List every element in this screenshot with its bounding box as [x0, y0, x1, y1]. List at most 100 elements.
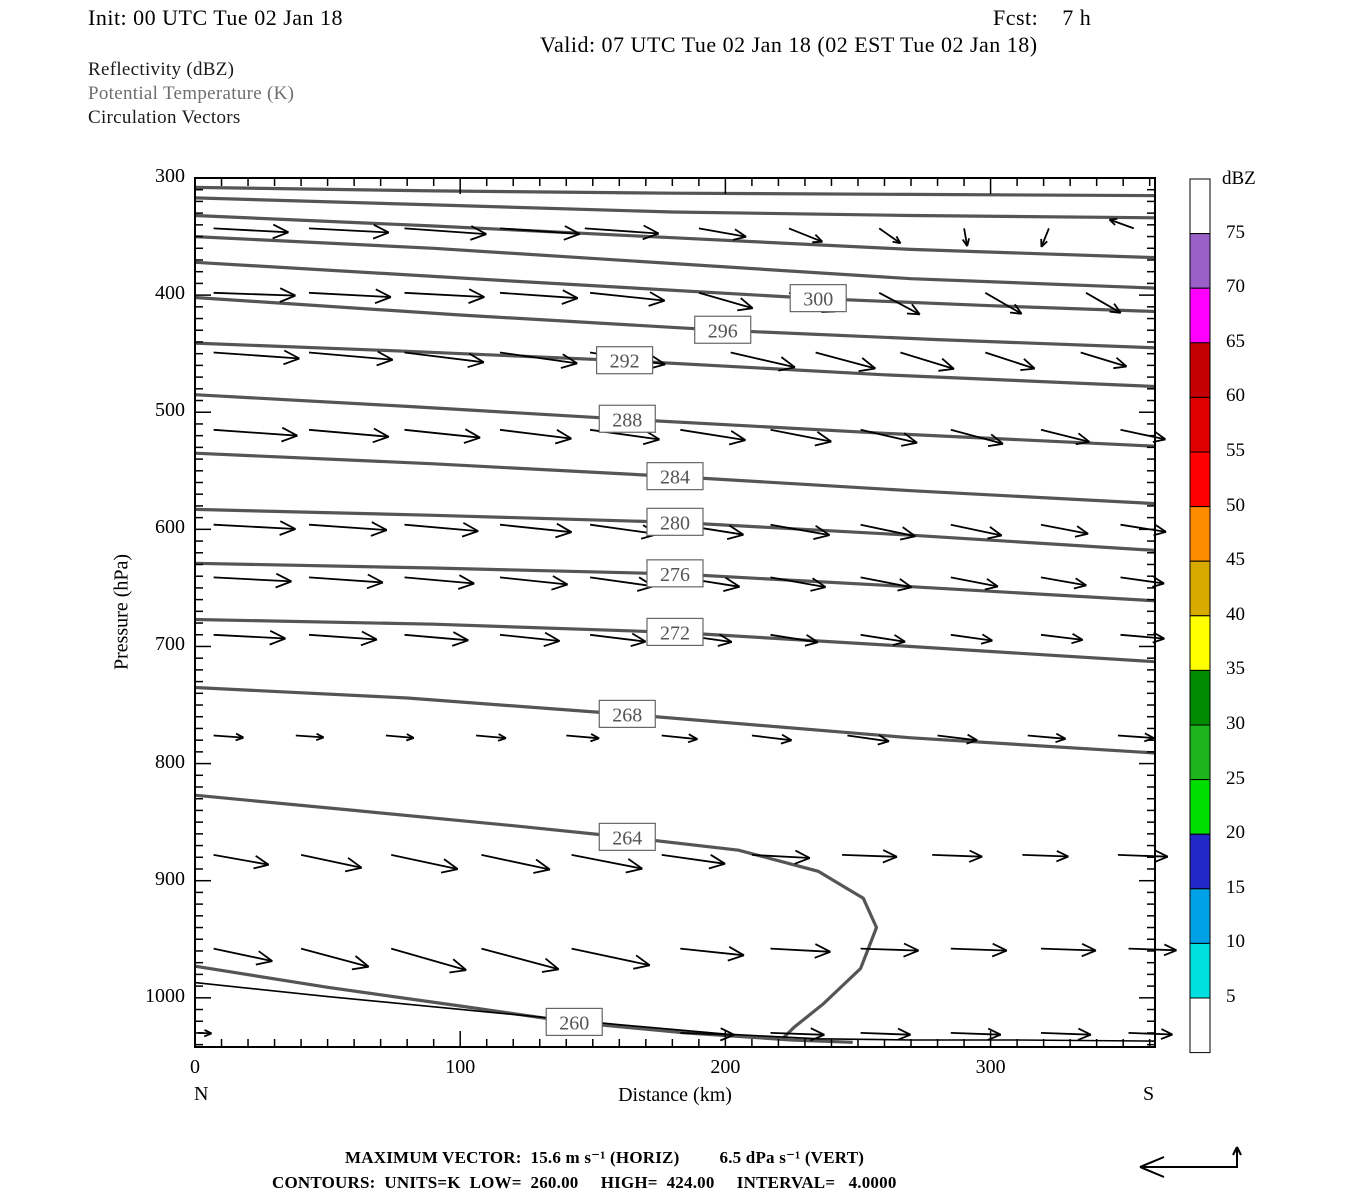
contour-label-280: 280: [660, 512, 690, 534]
circulation-vector: [213, 629, 286, 646]
theta-contour-292: [194, 341, 1156, 389]
circulation-vector: [1080, 351, 1128, 370]
circulation-vector: [751, 733, 793, 745]
circulation-vector: [1040, 942, 1097, 958]
circulation-vector: [698, 291, 754, 312]
circulation-vector: [770, 523, 831, 540]
circulation-vector: [680, 946, 745, 962]
colorbar-title: dBZ: [1222, 168, 1256, 189]
theta-contour-308: [194, 213, 1156, 260]
valid-time-label: Valid: 07 UTC Tue 02 Jan 18 (02 EST Tue …: [540, 32, 1038, 57]
circulation-vector: [499, 289, 579, 305]
circulation-vector: [404, 288, 485, 304]
y-tick-label-800: 800: [155, 750, 185, 773]
circulation-vector: [590, 291, 666, 307]
contour-label-260: 260: [559, 1012, 589, 1034]
contour-label-272: 272: [660, 622, 690, 644]
colorbar-tick-label-35: 35: [1226, 658, 1245, 680]
contour-label-box-264: [598, 822, 656, 851]
circulation-vector: [1040, 633, 1084, 645]
y-tick-label-500: 500: [155, 399, 185, 422]
theta-contour-260: [194, 964, 853, 1044]
forecast-hour-label: Fcst: 7 h: [993, 5, 1092, 30]
circulation-vector: [770, 428, 832, 447]
circulation-vector: [984, 292, 1023, 315]
circulation-vector: [499, 575, 569, 591]
contour-label-268: 268: [612, 704, 642, 726]
circulation-vector: [404, 631, 469, 647]
circulation-vector: [950, 523, 1003, 540]
colorbar-segment: [1189, 560, 1211, 617]
circulation-vector: [213, 732, 244, 742]
init-time-label: Init: 00 UTC Tue 02 Jan 18: [88, 5, 344, 30]
circulation-vector: [308, 288, 392, 305]
circulation-vector: [985, 351, 1036, 371]
circulation-vector: [308, 630, 378, 647]
circulation-vector: [950, 428, 1004, 447]
colorbar-segment: [1189, 396, 1211, 453]
theta-contour-288: [194, 393, 1156, 448]
colorbar-tick-label-25: 25: [1226, 767, 1245, 789]
contour-label-box-288: [598, 404, 656, 433]
colorbar-tick-label-20: 20: [1226, 822, 1245, 844]
circulation-vector: [481, 947, 560, 973]
circulation-vector: [499, 351, 578, 369]
circulation-vector: [295, 732, 325, 742]
circulation-vector: [404, 574, 475, 590]
circulation-vector: [213, 426, 298, 443]
circulation-vector: [571, 947, 651, 970]
circulation-vector: [788, 227, 824, 244]
contour-label-box-280: [646, 507, 704, 536]
colorbar-tick-label-55: 55: [1226, 440, 1245, 461]
circulation-vector: [950, 1027, 1002, 1041]
contour-label-284: 284: [660, 467, 690, 489]
circulation-vector: [1022, 850, 1069, 863]
contour-label-288: 288: [612, 409, 642, 431]
y-tick-label-700: 700: [155, 633, 185, 656]
circulation-vector: [932, 849, 983, 863]
circulation-vector: [391, 854, 459, 874]
circulation-vector: [770, 633, 819, 647]
circulation-vector: [213, 854, 270, 870]
colorbar-segment: [1189, 997, 1211, 1054]
colorbar-segment: [1189, 342, 1211, 398]
circulation-vector: [1040, 576, 1087, 590]
circulation-vector: [308, 573, 384, 590]
circulation-vector: [950, 942, 1008, 958]
circulation-vector: [1108, 218, 1135, 230]
circulation-vector: [499, 522, 573, 539]
colorbar-segment: [1189, 506, 1211, 562]
circulation-vector: [860, 1027, 911, 1041]
theta-contour-300: [194, 260, 1156, 314]
theta-contour-312: [194, 196, 1156, 220]
colorbar-segment: [1189, 178, 1211, 235]
colorbar-segment: [1189, 779, 1211, 835]
reference-vector-horiz: [1139, 1156, 1165, 1168]
circulation-vector: [961, 228, 970, 247]
circulation-vector: [661, 854, 726, 870]
circulation-vector: [860, 428, 918, 447]
circulation-vector: [385, 733, 415, 742]
circulation-vector: [404, 428, 481, 444]
circulation-vector: [1040, 1027, 1092, 1041]
circulation-vector: [860, 633, 906, 646]
contour-label-264: 264: [612, 827, 642, 849]
circulation-vector: [589, 576, 654, 592]
reference-vector-vert: [1236, 1146, 1242, 1156]
circulation-vector: [900, 351, 955, 372]
circulation-vector: [404, 225, 487, 241]
x-tick-label-200: 200: [710, 1056, 741, 1078]
colorbar-segment: [1189, 669, 1211, 726]
colorbar-segment: [1189, 833, 1211, 890]
circulation-vector: [878, 292, 921, 316]
circulation-vector: [308, 521, 388, 537]
contour-label-box-268: [598, 699, 656, 728]
circulation-vector: [1085, 292, 1122, 314]
colorbar-segment: [1189, 451, 1211, 508]
circulation-vector: [1120, 631, 1165, 644]
circulation-vector: [847, 734, 890, 746]
south-end-label: S: [1143, 1083, 1155, 1105]
contour-label-300: 300: [803, 289, 833, 311]
